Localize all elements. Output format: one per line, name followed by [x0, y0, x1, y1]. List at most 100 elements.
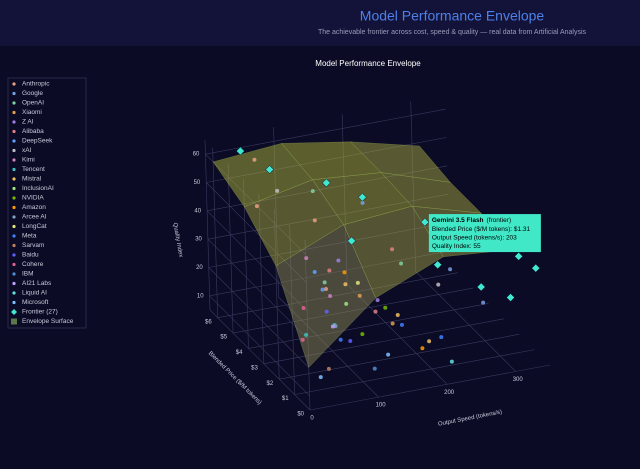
- legend-label[interactable]: Arcee AI: [22, 214, 47, 221]
- legend-marker: [12, 186, 16, 191]
- tooltip-line: Quality Index: 55: [432, 243, 481, 250]
- legend-marker: [12, 91, 16, 96]
- legend-label[interactable]: Liquid AI: [22, 290, 47, 297]
- legend-label[interactable]: Z AI: [22, 119, 34, 126]
- legend-marker: [12, 272, 16, 276]
- grid-line: [415, 271, 516, 372]
- legend-marker: [12, 291, 16, 295]
- legend-label[interactable]: Anthropic: [22, 81, 50, 88]
- frontier-point: [358, 192, 367, 202]
- data-point: [399, 261, 404, 266]
- x-tick-label: 0: [310, 416, 314, 422]
- z-tick-label: 50: [194, 180, 201, 186]
- legend-label[interactable]: Microsoft: [22, 299, 49, 306]
- z-tick-label: 30: [195, 237, 202, 243]
- legend-marker: [12, 120, 16, 124]
- legend-label[interactable]: Google: [22, 90, 43, 97]
- frontier-point: [476, 282, 486, 292]
- data-point: [301, 305, 306, 310]
- legend-marker: [12, 167, 16, 172]
- legend-marker: [11, 309, 17, 315]
- legend-label[interactable]: IBM: [22, 271, 34, 278]
- legend-label[interactable]: OpenAI: [22, 100, 44, 107]
- grid-line: [279, 333, 520, 380]
- frontier-point: [514, 251, 524, 261]
- surface-cell: [275, 224, 376, 368]
- legend-label[interactable]: Frontier (27): [22, 309, 58, 316]
- z-tick-label: 20: [196, 265, 203, 271]
- surface-cell: [380, 172, 482, 214]
- data-point: [304, 332, 309, 337]
- tooltip-title: Gemini 3.5 Flash (frontier): [432, 217, 511, 224]
- header-bar: [0, 0, 640, 46]
- grid-line: [273, 127, 279, 298]
- data-point: [399, 322, 404, 327]
- data-point: [373, 309, 378, 314]
- frontier-point: [420, 217, 430, 227]
- legend-label[interactable]: Amazon: [22, 204, 46, 211]
- legend-label[interactable]: Xiaomi: [22, 109, 42, 116]
- grid-line: [204, 139, 211, 311]
- x-tick-label: 200: [444, 390, 455, 396]
- legend-label[interactable]: xAI: [22, 147, 32, 154]
- surface-cell: [243, 179, 344, 267]
- grid-line: [304, 239, 311, 411]
- surface-cell: [212, 143, 313, 208]
- legend-label[interactable]: NVIDIA: [22, 195, 44, 202]
- data-point: [481, 300, 486, 305]
- data-point: [326, 366, 331, 371]
- data-point: [357, 293, 362, 298]
- grid-line: [346, 284, 448, 385]
- grid-line: [217, 272, 458, 318]
- grid-line: [209, 250, 450, 297]
- grid-line: [273, 209, 280, 380]
- grid-line: [258, 193, 265, 364]
- grid-line: [263, 318, 504, 365]
- legend-label[interactable]: Meta: [22, 233, 37, 240]
- grid-line: [206, 182, 307, 283]
- y-tick-label: $5: [220, 335, 227, 341]
- x-tick-label: 300: [513, 377, 524, 383]
- legend-label[interactable]: Tencent: [22, 166, 45, 173]
- legend-label[interactable]: Kimi: [22, 157, 35, 164]
- frontier-point: [347, 236, 356, 246]
- y-tick-label: $0: [297, 412, 304, 418]
- legend-label[interactable]: InclusionAI: [22, 185, 54, 192]
- grid-line: [294, 349, 535, 395]
- grid-line: [207, 165, 448, 212]
- legend-label[interactable]: DeepSeek: [22, 138, 53, 145]
- legend-marker: [12, 234, 16, 238]
- data-point: [439, 335, 444, 340]
- legend-marker: [12, 139, 16, 143]
- data-point: [342, 270, 347, 275]
- grid-line: [207, 238, 309, 340]
- legend-label[interactable]: LongCat: [22, 223, 47, 230]
- data-point: [427, 339, 432, 344]
- legend-label[interactable]: Alibaba: [22, 128, 44, 135]
- legend-marker: [12, 215, 16, 219]
- legend-label[interactable]: Baidu: [22, 252, 39, 259]
- legend-marker: [12, 110, 16, 115]
- legend-marker: [12, 262, 16, 267]
- data-point: [328, 293, 333, 298]
- legend-marker: [12, 224, 16, 229]
- legend-marker: [12, 148, 16, 153]
- data-point: [275, 188, 280, 193]
- legend-label[interactable]: AI21 Labs: [22, 280, 52, 287]
- data-point: [318, 375, 323, 380]
- grid-line: [289, 224, 295, 395]
- legend-label[interactable]: Cohere: [22, 261, 44, 268]
- tooltip-name: Gemini 3.5 Flash: [432, 217, 484, 224]
- data-point: [323, 287, 328, 292]
- legend-label[interactable]: Envelope Surface: [22, 318, 74, 325]
- grid-line: [309, 364, 551, 411]
- grid-line: [233, 287, 474, 334]
- y-tick-label: $1: [282, 396, 289, 402]
- data-point: [304, 256, 309, 261]
- data-point: [360, 200, 365, 205]
- legend-label[interactable]: Mistral: [22, 176, 42, 183]
- page-subtitle: The achievable frontier across cost, spe…: [318, 29, 587, 36]
- data-point: [312, 218, 317, 223]
- legend-label[interactable]: Sarvam: [22, 242, 44, 249]
